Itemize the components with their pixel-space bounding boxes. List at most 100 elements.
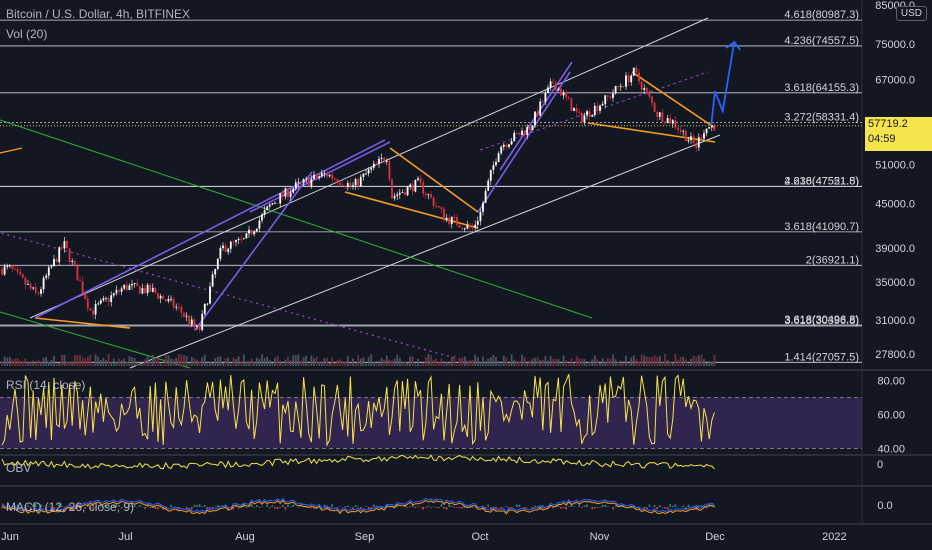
price-candle: [224, 245, 227, 252]
price-candle: [466, 224, 469, 229]
price-candle: [677, 127, 679, 130]
volume-bar: [281, 363, 284, 366]
volume-bar: [138, 363, 141, 366]
volume-bar: [573, 363, 575, 366]
volume-bar: [341, 360, 344, 366]
macd-histogram-bar: [354, 505, 357, 507]
volume-bar: [414, 363, 417, 366]
volume-bar: [427, 354, 430, 366]
price-candle: [279, 193, 282, 204]
price-candle: [432, 197, 435, 207]
price-candle: [141, 288, 144, 294]
price-candle: [331, 174, 334, 179]
macd-histogram-bar: [568, 506, 570, 507]
volume-bar: [1, 361, 3, 366]
volume-bar: [92, 363, 94, 366]
price-candle: [606, 95, 609, 97]
price-candle: [476, 221, 479, 225]
macd-histogram-bar: [193, 504, 196, 507]
price-candle: [409, 184, 412, 187]
price-candle: [333, 178, 336, 180]
volume-bar: [86, 356, 89, 366]
price-candle: [47, 267, 50, 276]
price-candle: [310, 178, 313, 186]
macd-histogram-bar: [659, 505, 661, 507]
price-candle: [544, 93, 547, 102]
volume-bar: [40, 361, 42, 366]
macd-histogram-bar: [581, 507, 583, 508]
price-candle: [19, 271, 22, 275]
price-candle: [643, 88, 646, 90]
price-candle: [437, 206, 440, 208]
volume-bar: [593, 355, 596, 366]
macd-histogram-bar: [453, 507, 456, 509]
price-candle: [79, 280, 81, 282]
macd-histogram-bar: [565, 507, 567, 510]
volume-bar: [287, 356, 289, 366]
volume-bar: [310, 355, 313, 366]
price-candle: [102, 298, 105, 301]
macd-histogram-bar: [552, 507, 554, 509]
price-candle: [401, 192, 404, 194]
volume-bar: [240, 362, 243, 366]
macd-histogram-bar: [430, 507, 432, 508]
price-candle: [456, 217, 458, 225]
price-candle: [586, 111, 588, 116]
price-candle: [664, 121, 666, 123]
price-candle: [60, 247, 63, 249]
price-candle: [580, 112, 583, 123]
macd-histogram-bar: [687, 504, 690, 507]
macd-histogram-bar: [656, 507, 658, 510]
volume-bar: [458, 358, 461, 366]
macd-histogram-bar: [258, 507, 261, 508]
volume-bar: [674, 354, 677, 366]
volume-bar: [227, 357, 230, 366]
macd-histogram-bar: [648, 504, 651, 507]
volume-bar: [523, 357, 526, 366]
price-candle: [713, 125, 716, 131]
volume-bar: [357, 355, 360, 366]
price-candle: [248, 229, 250, 234]
volume-bar: [167, 355, 170, 366]
macd-histogram-bar: [141, 507, 144, 508]
macd-histogram-bar: [68, 507, 71, 510]
orange-wedge-upper: [631, 71, 716, 129]
macd-histogram-bar: [614, 505, 617, 507]
macd-histogram-bar: [661, 507, 664, 508]
volume-bar: [375, 363, 378, 366]
price-candle: [596, 105, 599, 111]
macd-histogram-bar: [495, 507, 497, 509]
volume-bar: [552, 358, 555, 366]
macd-histogram-bar: [409, 506, 411, 507]
currency-badge[interactable]: USD: [895, 6, 927, 21]
volume-bar: [669, 361, 672, 366]
volume-bar: [710, 361, 713, 366]
macd-histogram-bar: [547, 507, 549, 509]
macd-histogram-bar: [48, 506, 50, 507]
price-candle: [190, 319, 193, 325]
fib-level-label: 4.236(47551.8): [784, 175, 859, 187]
volume-bar: [253, 361, 256, 366]
price-candle: [250, 229, 253, 235]
price-candle: [609, 96, 612, 98]
volume-bar: [302, 357, 305, 366]
volume-bar: [606, 357, 609, 366]
volume-bar: [437, 362, 440, 366]
macd-histogram-bar: [331, 504, 333, 507]
volume-bar: [622, 363, 625, 366]
macd-histogram-bar: [282, 504, 284, 507]
price-candle: [284, 188, 287, 197]
price-candle: [424, 193, 427, 195]
price-candle: [690, 136, 692, 141]
price-candle: [391, 179, 393, 199]
volume-bar: [651, 356, 653, 366]
price-candle: [422, 182, 425, 194]
price-candle: [528, 126, 531, 130]
price-candle: [552, 81, 555, 83]
price-candle: [458, 224, 461, 228]
volume-bar: [263, 357, 266, 366]
macd-histogram-bar: [578, 505, 580, 507]
volume-bar: [110, 362, 113, 366]
macd-histogram-bar: [53, 507, 55, 510]
